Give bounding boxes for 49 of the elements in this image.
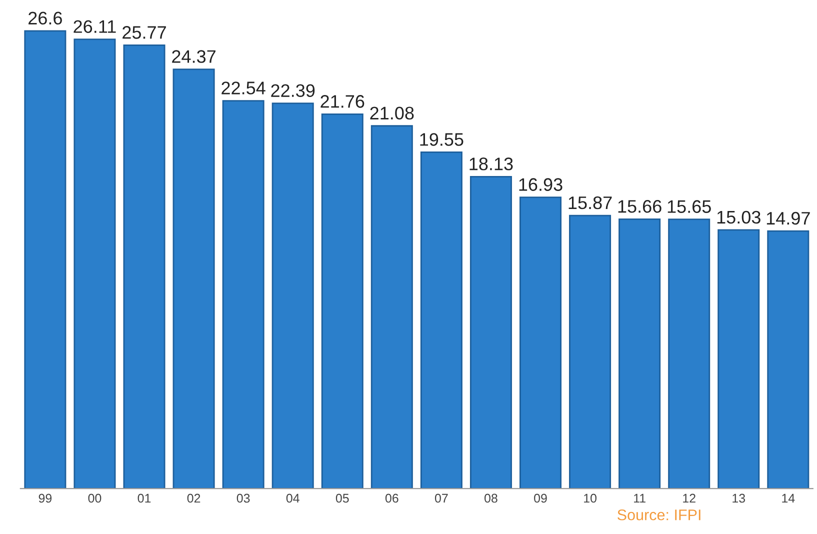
bar <box>24 30 66 489</box>
bar <box>569 214 612 489</box>
data-label: 22.39 <box>271 84 315 97</box>
x-tick-label: 05 <box>336 494 349 503</box>
x-tick-label: 12 <box>683 494 696 503</box>
source-note: Source: IFPI <box>618 509 700 520</box>
x-tick-label: 02 <box>187 494 200 503</box>
data-label: 26.6 <box>28 12 62 25</box>
bar <box>172 68 215 489</box>
x-tick-label: 07 <box>434 494 448 503</box>
bar <box>420 152 462 489</box>
x-tick-label: 04 <box>286 494 300 503</box>
bar <box>123 44 166 489</box>
data-label: 15.65 <box>668 200 711 213</box>
x-tick-label: 13 <box>732 494 746 503</box>
x-tick-label: 01 <box>138 494 151 503</box>
bar <box>321 113 364 489</box>
data-label: 24.37 <box>172 50 216 63</box>
x-tick-label: 11 <box>634 494 646 503</box>
x-tick-label: 10 <box>584 494 596 503</box>
data-label: 14.97 <box>766 212 810 225</box>
bar <box>272 102 314 489</box>
data-label: 15.87 <box>568 196 612 210</box>
x-tick-label: 09 <box>534 494 547 503</box>
data-label: 19.55 <box>420 133 464 146</box>
bar <box>718 229 760 489</box>
data-label: 22.54 <box>222 82 266 94</box>
bar <box>519 196 562 489</box>
x-tick-label: 06 <box>385 494 398 503</box>
x-tick-label: 99 <box>38 494 52 503</box>
bar <box>767 230 810 489</box>
bar <box>470 176 512 489</box>
x-tick-label: 03 <box>236 494 250 503</box>
bar <box>370 125 413 489</box>
data-label: 26.11 <box>74 20 116 33</box>
x-tick-label: 14 <box>782 494 795 503</box>
x-tick-label: 08 <box>484 494 498 503</box>
bar <box>668 218 710 489</box>
bar <box>222 100 264 489</box>
data-label: 21.08 <box>370 106 414 120</box>
bar <box>618 218 661 489</box>
data-label: 16.93 <box>519 178 562 191</box>
x-tick-label: 00 <box>88 494 102 503</box>
data-label: 15.03 <box>717 210 760 224</box>
data-label: 18.13 <box>470 158 513 170</box>
data-label: 25.77 <box>122 26 166 39</box>
data-label: 15.66 <box>618 200 662 213</box>
bar <box>74 38 116 489</box>
data-label: 21.76 <box>320 95 364 108</box>
